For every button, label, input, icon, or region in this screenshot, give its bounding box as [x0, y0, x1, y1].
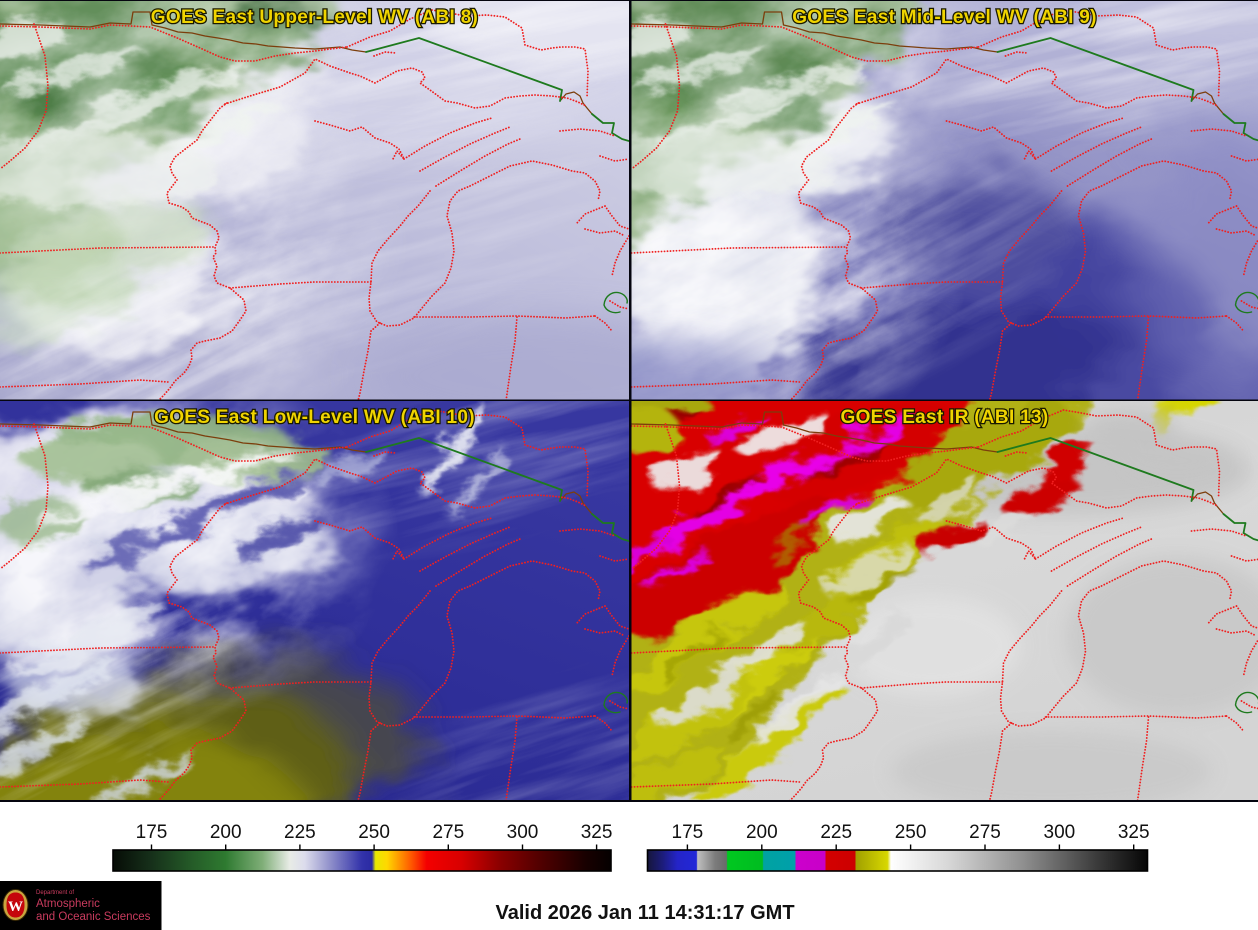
- svg-text:275: 275: [432, 822, 464, 843]
- svg-text:200: 200: [210, 822, 242, 843]
- svg-text:250: 250: [895, 822, 927, 843]
- svg-text:200: 200: [746, 822, 778, 843]
- svg-text:175: 175: [136, 822, 168, 843]
- svg-text:225: 225: [284, 822, 316, 843]
- svg-text:325: 325: [1118, 822, 1150, 843]
- svg-text:Atmospheric: Atmospheric: [36, 898, 100, 910]
- svg-text:175: 175: [672, 822, 704, 843]
- svg-text:GOES East IR (ABI 13): GOES East IR (ABI 13): [841, 407, 1049, 428]
- svg-text:250: 250: [358, 822, 390, 843]
- svg-text:300: 300: [507, 822, 539, 843]
- svg-text:W: W: [8, 899, 23, 915]
- svg-text:325: 325: [581, 822, 613, 843]
- svg-text:275: 275: [969, 822, 1001, 843]
- svg-text:Department of: Department of: [36, 890, 74, 896]
- svg-text:GOES East Low-Level WV (ABI 10: GOES East Low-Level WV (ABI 10): [154, 407, 475, 428]
- svg-text:Valid 2026 Jan 11 14:31:17 GMT: Valid 2026 Jan 11 14:31:17 GMT: [495, 902, 794, 924]
- svg-text:and Oceanic Sciences: and Oceanic Sciences: [36, 911, 151, 923]
- svg-text:GOES East Upper-Level WV (ABI: GOES East Upper-Level WV (ABI 8): [151, 7, 478, 28]
- svg-text:225: 225: [820, 822, 852, 843]
- svg-text:300: 300: [1044, 822, 1076, 843]
- svg-text:GOES East Mid-Level WV (ABI 9): GOES East Mid-Level WV (ABI 9): [792, 7, 1097, 28]
